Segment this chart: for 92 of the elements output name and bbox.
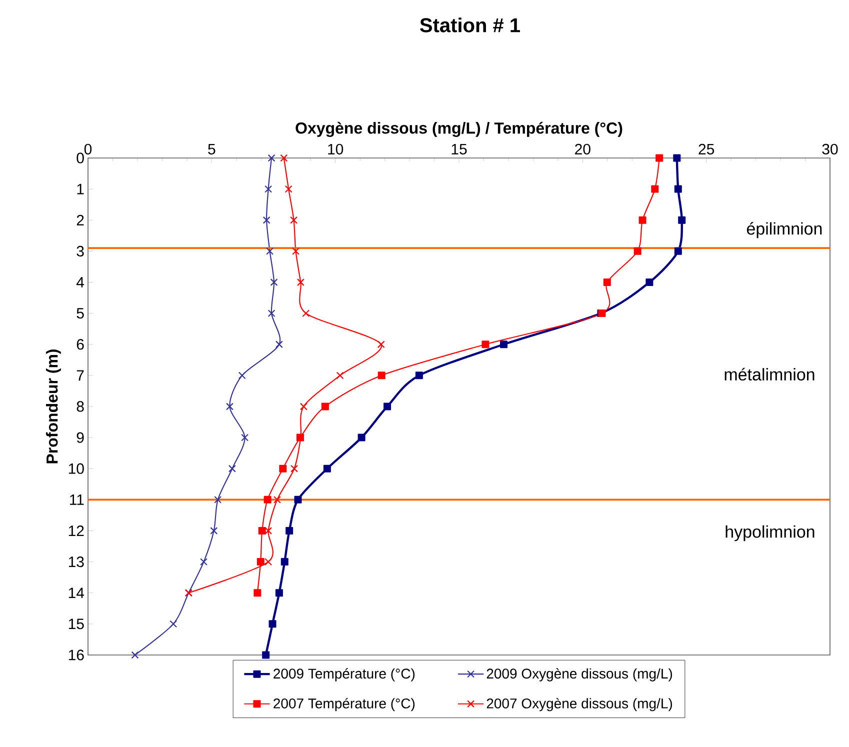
annotation: épilimnion <box>746 222 822 238</box>
point <box>268 154 276 162</box>
point <box>238 372 246 380</box>
point <box>336 372 344 380</box>
y-tick-label: 14 <box>68 588 84 598</box>
point <box>300 402 308 410</box>
point <box>280 558 288 566</box>
y-tick-label: 4 <box>76 277 84 288</box>
legend-label: 2009 Oxygène dissous (mg/L) <box>486 668 672 682</box>
point <box>268 310 276 318</box>
y-tick-label: 16 <box>68 650 84 660</box>
point <box>415 372 423 380</box>
x-tick-label: 0 <box>84 144 92 154</box>
y-tick-label: 3 <box>76 246 84 256</box>
y-tick-label: 2 <box>76 214 84 226</box>
y-tick-label: 5 <box>76 308 84 319</box>
point <box>646 278 654 286</box>
point <box>214 496 222 504</box>
point <box>302 310 310 318</box>
point <box>638 216 646 224</box>
point <box>674 185 682 193</box>
y-tick-label: 7 <box>76 370 84 381</box>
legend-label: 2007 Température (°C) <box>274 698 415 712</box>
point <box>170 620 178 628</box>
y-tick-label: 9 <box>76 432 84 443</box>
point <box>264 496 272 504</box>
point <box>266 247 274 255</box>
point <box>279 464 287 472</box>
point <box>651 185 659 193</box>
point <box>264 185 272 193</box>
point <box>482 340 490 348</box>
point <box>273 496 281 504</box>
point <box>241 434 249 442</box>
point <box>275 589 283 597</box>
x-tick-label: 20 <box>575 144 590 154</box>
y-tick-label: 11 <box>70 494 84 505</box>
point <box>131 651 139 659</box>
y-tick-label: 1 <box>77 184 84 194</box>
point <box>262 651 270 659</box>
x-axis-title: Oxygène dissous (mg/L) / Température (°C) <box>296 122 622 137</box>
point <box>292 247 300 255</box>
point <box>228 464 236 472</box>
y-tick-label: 6 <box>76 339 84 350</box>
y-axis-title: Profondeur (m) <box>46 350 61 464</box>
y-tick-label: 15 <box>68 618 84 630</box>
x-tick-label: 25 <box>698 144 714 154</box>
point <box>500 340 508 348</box>
point <box>674 247 682 255</box>
point <box>323 464 331 472</box>
point <box>603 278 611 286</box>
y-tick-label: 0 <box>76 152 84 164</box>
point <box>678 216 686 224</box>
y-tick-label: 8 <box>76 401 84 412</box>
point <box>284 185 292 193</box>
legend-label: 2007 Oxygène dissous (mg/L) <box>486 698 672 712</box>
point <box>296 278 304 286</box>
point <box>210 527 218 534</box>
point <box>290 216 298 224</box>
point <box>264 558 272 566</box>
point <box>294 496 302 504</box>
x-tick-label: 5 <box>208 144 216 154</box>
point <box>264 527 272 534</box>
x-tick-label: 15 <box>452 144 467 154</box>
point <box>270 278 278 286</box>
point <box>384 402 392 410</box>
point <box>358 434 366 442</box>
y-tick-label: 10 <box>68 463 84 474</box>
chart-title: Station # 1 <box>420 18 520 32</box>
point <box>290 464 298 472</box>
y-tick-label: 12 <box>68 526 84 536</box>
x-tick-label: 10 <box>328 144 344 154</box>
point <box>262 216 270 224</box>
x-tick-label: 30 <box>822 144 838 154</box>
point <box>673 154 681 162</box>
legend-label: 2009 Température (°C) <box>274 668 415 682</box>
point <box>378 372 386 380</box>
point <box>377 340 385 348</box>
annotation: métalimnion <box>724 368 814 381</box>
annotation: hypolimnion <box>726 525 814 542</box>
point <box>268 620 276 628</box>
point <box>275 340 283 348</box>
y-tick-label: 13 <box>68 556 84 568</box>
point <box>258 526 266 534</box>
point <box>321 402 329 410</box>
point <box>280 154 288 162</box>
point <box>286 526 294 534</box>
point <box>254 589 262 597</box>
point <box>226 402 234 410</box>
point <box>656 154 664 162</box>
point <box>634 247 642 255</box>
point <box>200 558 208 566</box>
point <box>256 558 264 566</box>
